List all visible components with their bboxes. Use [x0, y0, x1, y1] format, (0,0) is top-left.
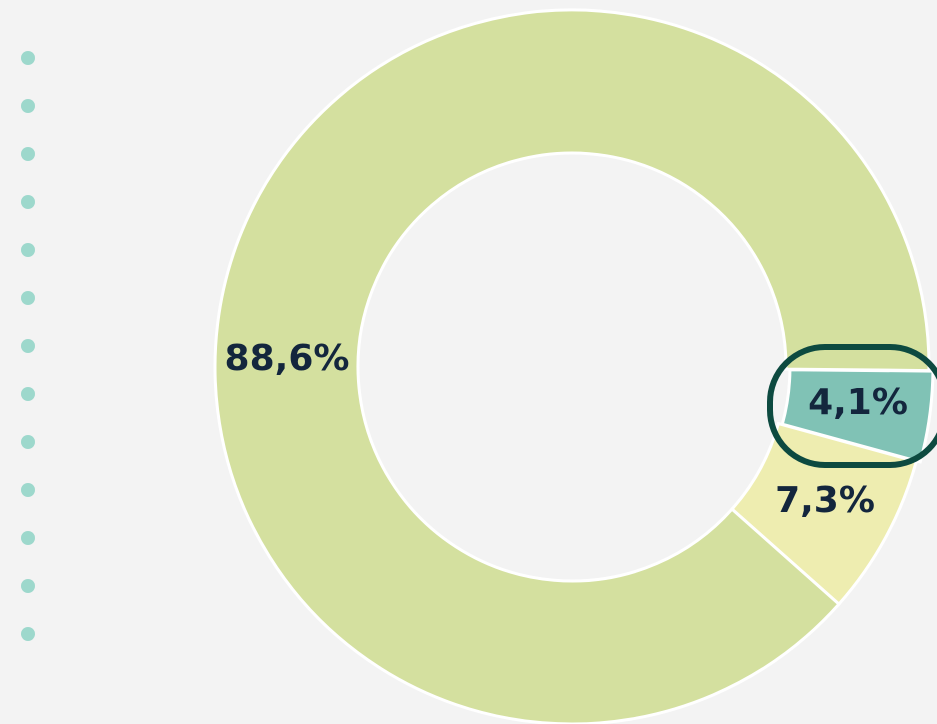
dot	[21, 243, 35, 257]
dot	[21, 387, 35, 401]
dot	[21, 531, 35, 545]
dot	[21, 627, 35, 641]
slice	[213, 8, 931, 724]
data-labels: 4,1% 7,3% 88,6%	[225, 338, 908, 521]
dot	[21, 99, 35, 113]
data-label: 88,6%	[225, 338, 350, 379]
dot	[21, 483, 35, 497]
decorative-dots	[21, 51, 35, 641]
dot	[21, 339, 35, 353]
highlight-outline	[767, 344, 937, 468]
dot	[21, 435, 35, 449]
dot	[21, 51, 35, 65]
dot	[21, 291, 35, 305]
dot	[21, 195, 35, 209]
dot	[21, 579, 35, 593]
donut	[213, 8, 935, 724]
data-label: 4,1%	[808, 382, 908, 423]
data-label: 7,3%	[775, 480, 875, 521]
dot	[21, 147, 35, 161]
